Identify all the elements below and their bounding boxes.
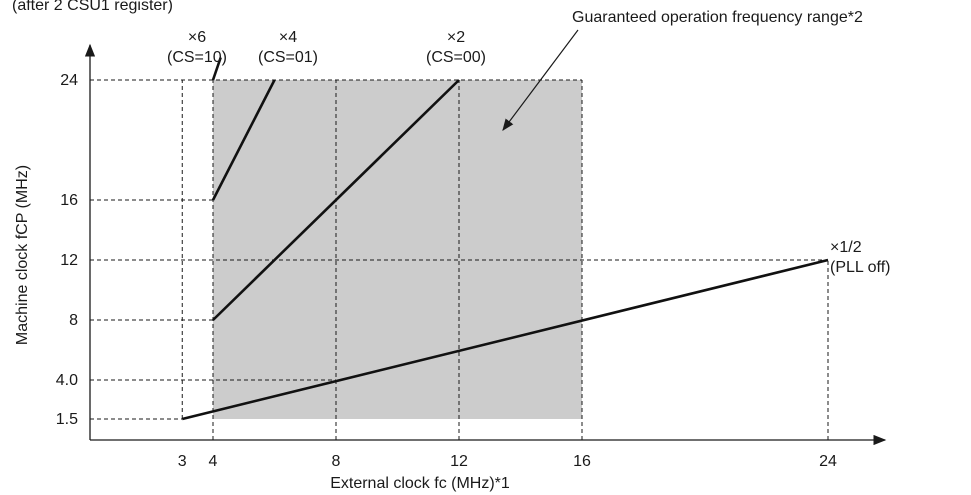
y-tick-label: 4.0 (56, 372, 78, 389)
series-x2-label: ×2 (447, 29, 465, 46)
guaranteed-region-layer (213, 80, 582, 419)
series-x6-line (211, 57, 222, 81)
region-callout-arrow (502, 29, 579, 131)
x-tick-label: 3 (178, 453, 187, 470)
guaranteed-region-label: Guaranteed operation frequency range*2 (572, 9, 863, 26)
guaranteed-region-rect (213, 80, 582, 419)
series-x4-label: (CS=01) (258, 49, 318, 66)
series-x4-label: ×4 (279, 29, 297, 46)
series-layer (181, 57, 829, 421)
top-note: (after 2 CSU1 register) (12, 0, 173, 14)
x-axis-label: External clock fc (MHz)*1 (330, 475, 510, 492)
y-tick-label: 12 (60, 252, 78, 269)
series-x2-line (212, 79, 460, 321)
series-x2-label: (CS=00) (426, 49, 486, 66)
y-axis-label: Machine clock fCP (MHz) (14, 165, 31, 345)
series-x1-2-line (181, 258, 829, 421)
series-x4-line (211, 79, 276, 201)
x-tick-label: 4 (209, 453, 218, 470)
series-x6-label: ×6 (188, 29, 206, 46)
series-x6-label: (CS=10) (167, 49, 227, 66)
y-tick-label: 24 (60, 72, 78, 89)
y-tick-label: 16 (60, 192, 78, 209)
x-tick-label: 16 (573, 453, 591, 470)
x-tick-label: 24 (819, 453, 837, 470)
axes (84, 43, 887, 446)
tick-labels-layer: 1.5 4.0 8 12 16 24 3 4 8 12 16 24 (56, 72, 837, 470)
y-tick-label: 1.5 (56, 411, 78, 428)
series-x1-2-label: (PLL off) (830, 259, 890, 276)
series-x1-2-label: ×1/2 (830, 239, 862, 256)
y-tick-label: 8 (69, 312, 78, 329)
region-callout: Guaranteed operation frequency range*2 (502, 9, 863, 131)
series-labels-layer: ×6 (CS=10) ×4 (CS=01) ×2 (CS=00) ×1/2 (PLL off) (167, 29, 891, 276)
x-tick-label: 12 (450, 453, 468, 470)
x-tick-label: 8 (332, 453, 341, 470)
